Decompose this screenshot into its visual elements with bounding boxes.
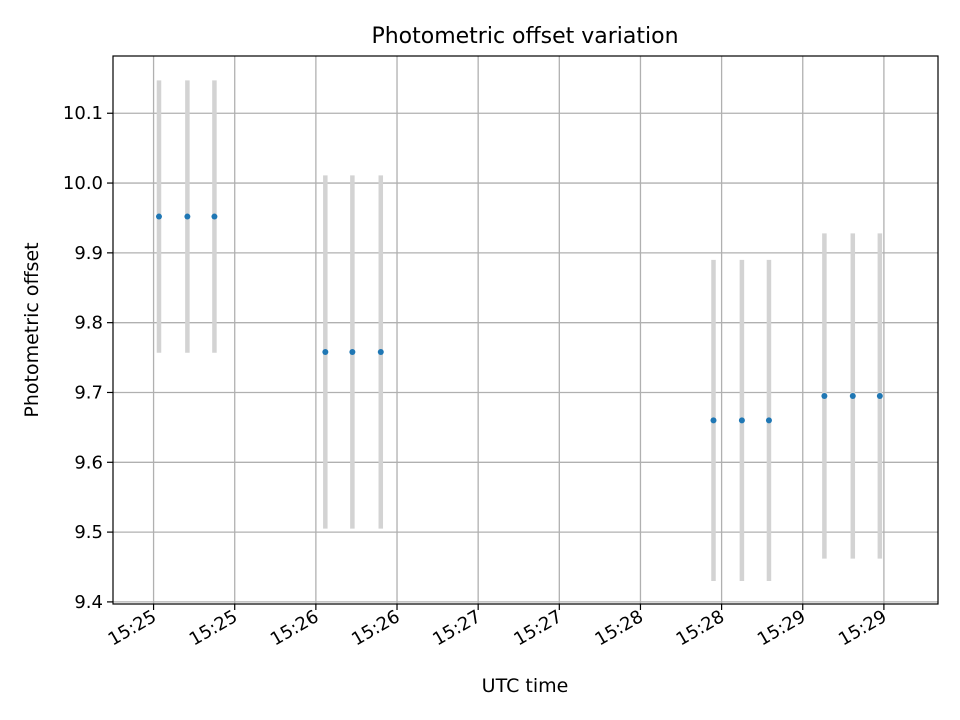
data-point bbox=[849, 392, 856, 399]
data-point bbox=[322, 348, 329, 355]
data-point bbox=[821, 392, 828, 399]
chart-title: Photometric offset variation bbox=[371, 24, 678, 49]
data-point bbox=[211, 213, 218, 220]
y-axis-label: Photometric offset bbox=[21, 242, 43, 417]
y-tick-label: 10.0 bbox=[63, 173, 103, 194]
y-tick-label: 9.6 bbox=[74, 452, 103, 473]
data-point bbox=[377, 348, 384, 355]
data-point bbox=[349, 348, 356, 355]
y-tick-label: 9.7 bbox=[74, 382, 103, 403]
data-point bbox=[738, 417, 745, 424]
data-point bbox=[710, 417, 717, 424]
y-tick-label: 9.8 bbox=[74, 313, 103, 334]
data-point bbox=[184, 213, 191, 220]
grid-lines bbox=[113, 56, 938, 604]
y-tick-label: 9.4 bbox=[74, 592, 103, 613]
plot-frame bbox=[112, 55, 939, 605]
data-points bbox=[155, 213, 883, 424]
y-tick-label: 9.5 bbox=[74, 522, 103, 543]
y-tick-label: 9.9 bbox=[74, 243, 103, 264]
y-tick-label: 10.1 bbox=[63, 103, 103, 124]
data-point bbox=[765, 417, 772, 424]
data-point bbox=[876, 392, 883, 399]
x-axis-label: UTC time bbox=[482, 675, 569, 697]
data-point bbox=[155, 213, 162, 220]
